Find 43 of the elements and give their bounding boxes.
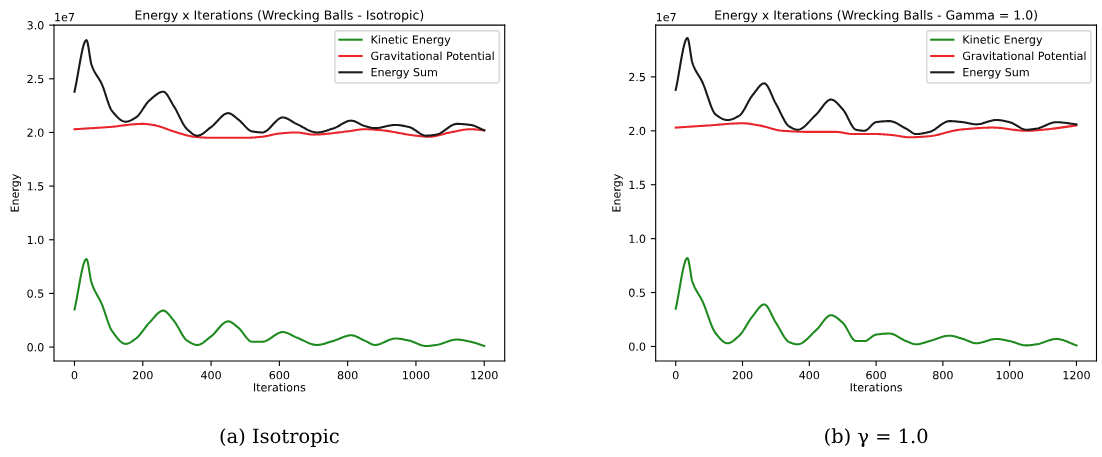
- x-tick-label: 400: [799, 370, 820, 380]
- legend-label: Gravitational Potential: [962, 51, 1086, 61]
- text: (b) γ = 1.0: [825, 428, 928, 448]
- y-tick-label: 3.0: [27, 21, 44, 30]
- x-tick-label: 1000: [403, 370, 430, 380]
- x-tick-label: 1200: [1063, 370, 1090, 380]
- legend-label: Gravitational Potential: [371, 51, 494, 61]
- text: (a) Isotropic: [220, 428, 339, 448]
- y-axis-title: Energy: [612, 173, 623, 212]
- x-tick-label: 1200: [471, 370, 498, 380]
- x-tick-label: 1000: [996, 370, 1024, 380]
- chart-title: Energy x Iterations (Wrecking Balls - Gamma = 1.0): [715, 10, 1037, 23]
- y-tick-label: 1.0: [629, 234, 646, 244]
- x-tick-label: 400: [201, 370, 221, 380]
- y-tick-label: 0.0: [629, 342, 646, 351]
- x-tick-label: 800: [337, 370, 358, 380]
- y-tick-label: 1.0: [27, 235, 44, 245]
- y-tick-label: 2.5: [629, 72, 645, 82]
- x-tick-label: 600: [269, 370, 290, 380]
- y-tick-label: 0.0: [27, 343, 44, 352]
- y-tick-label: 2.0: [27, 128, 44, 137]
- legend-label: Kinetic Energy: [963, 35, 1043, 46]
- text: 1e7: [656, 13, 676, 22]
- legend-label: Kinetic Energy: [371, 35, 451, 46]
- x-tick-label: 0: [672, 370, 679, 380]
- x-axis-title: Iterations: [253, 382, 306, 392]
- y-tick-label: 0.5: [629, 288, 645, 297]
- y-tick-label: 2.5: [27, 74, 44, 84]
- x-axis-title: Iterations: [850, 382, 903, 392]
- x-tick-label: 200: [132, 370, 153, 380]
- x-tick-label: 200: [732, 370, 753, 380]
- y-tick-label: 1.5: [27, 182, 44, 191]
- y-tick-label: 1.5: [629, 180, 645, 190]
- x-tick-label: 800: [933, 370, 953, 380]
- text: 1e7: [55, 13, 75, 22]
- y-axis-title: Energy: [10, 173, 22, 212]
- y-tick-label: 0.5: [27, 289, 44, 298]
- legend-label: Energy Sum: [371, 67, 437, 79]
- chart-title: Energy x Iterations (Wrecking Balls - Isotropic): [135, 10, 424, 23]
- y-tick-label: 2.0: [629, 126, 646, 136]
- x-tick-label: 600: [866, 370, 886, 380]
- x-tick-label: 0: [71, 370, 78, 380]
- legend-label: Energy Sum: [963, 67, 1029, 79]
